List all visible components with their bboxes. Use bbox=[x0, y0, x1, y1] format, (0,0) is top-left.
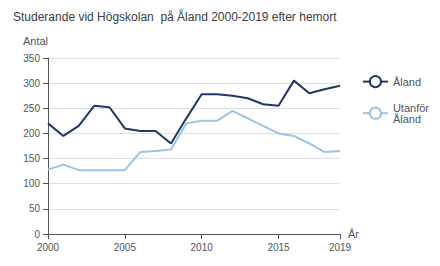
svg-text:350: 350 bbox=[23, 53, 40, 64]
svg-text:100: 100 bbox=[23, 178, 40, 189]
svg-text:Åland: Åland bbox=[393, 113, 421, 125]
svg-text:Utanför: Utanför bbox=[392, 101, 429, 114]
svg-text:2005: 2005 bbox=[114, 242, 137, 253]
svg-text:Åland: Åland bbox=[393, 76, 421, 88]
svg-text:2015: 2015 bbox=[267, 242, 290, 253]
svg-text:150: 150 bbox=[23, 153, 40, 164]
svg-text:300: 300 bbox=[23, 78, 40, 89]
svg-text:Studerande vid Högskolan på Å: Studerande vid Högskolan på Åland 2000-2… bbox=[13, 9, 337, 24]
svg-text:50: 50 bbox=[29, 203, 41, 214]
svg-text:200: 200 bbox=[23, 128, 40, 139]
svg-text:2019: 2019 bbox=[329, 242, 352, 253]
svg-text:0: 0 bbox=[34, 229, 40, 240]
svg-text:250: 250 bbox=[23, 103, 40, 114]
svg-text:Antal: Antal bbox=[23, 35, 48, 47]
svg-text:2010: 2010 bbox=[191, 242, 214, 253]
svg-text:År: År bbox=[348, 228, 359, 240]
svg-text:2000: 2000 bbox=[37, 242, 60, 253]
